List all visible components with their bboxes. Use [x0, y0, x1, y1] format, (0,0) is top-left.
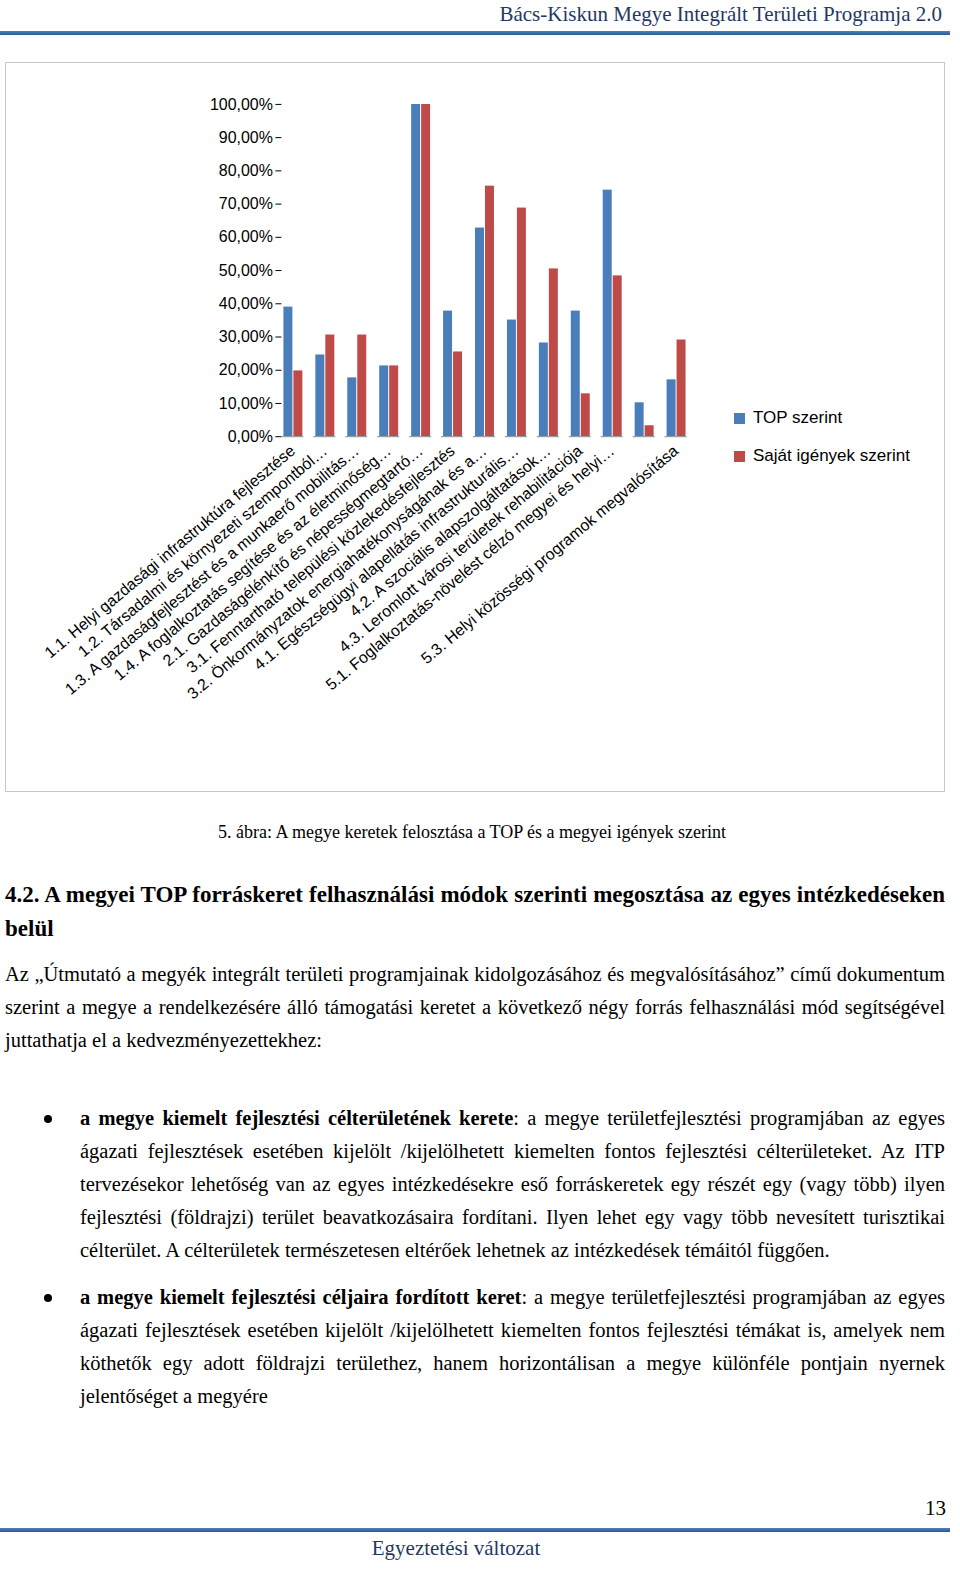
- svg-text:80,00%: 80,00%: [219, 162, 273, 179]
- svg-text:90,00%: 90,00%: [219, 129, 273, 146]
- svg-text:100,00%: 100,00%: [210, 96, 273, 113]
- svg-text:1.3. A gazdaságfejlesztést és: 1.3. A gazdaságfejlesztést és a munkaerő…: [61, 441, 362, 698]
- html-text:13: 13: [925, 1496, 946, 1520]
- html-text:5. ábra: A megye keretek felos: 5. ábra: A megye keretek felosztása a TO…: [218, 822, 726, 842]
- svg-text:20,00%: 20,00%: [219, 361, 273, 378]
- html-text:4.2. A megyei TOP forráskeret: 4.2. A megyei TOP forráskeret felhasznál…: [5, 882, 945, 941]
- svg-text:4.1. Egészségügyi alapellátás: 4.1. Egészségügyi alapellátás infrastruk…: [250, 441, 522, 674]
- html-text:Bács-Kiskun Megye Integrált Te: Bács-Kiskun Megye Integrált Területi Pro…: [499, 2, 942, 26]
- svg-text:4.3. Leromlott városi területe: 4.3. Leromlott városi területek rehabili…: [335, 441, 586, 656]
- svg-text:70,00%: 70,00%: [219, 195, 273, 212]
- html-text:a megye kiemelt fejlesztési cé: a megye kiemelt fejlesztési céljaira for…: [80, 1286, 945, 1407]
- html-text:a megye kiemelt fejlesztési cé: a megye kiemelt fejlesztési célterületén…: [80, 1107, 945, 1261]
- svg-text:60,00%: 60,00%: [219, 228, 273, 245]
- svg-text:5.1. Foglalkoztatás-növelést c: 5.1. Foglalkoztatás-növelést célzó megye…: [323, 442, 618, 693]
- svg-text:4.2. A szociális alapszolgálta: 4.2. A szociális alapszolgáltatások…: [346, 441, 554, 620]
- svg-text:3.1. Fenntartható települési k: 3.1. Fenntartható települési közlekedésf…: [183, 441, 458, 677]
- svg-text:1.2. Társadalmi és környezeti: 1.2. Társadalmi és környezeti szempontbó…: [74, 441, 330, 660]
- svg-text:2.1. Gazdaságélénkítő és népes: 2.1. Gazdaságélénkítő és népességmegtart…: [159, 441, 426, 670]
- html-text:Saját igények szerint: Saját igények szerint: [753, 446, 910, 465]
- html-text:Az „Útmutató a megyék integrál: Az „Útmutató a megyék integrált területi…: [5, 963, 945, 1051]
- html-text:Egyeztetési változat: Egyeztetési változat: [371, 1536, 541, 1560]
- svg-text:5.3. Helyi közösségi programok: 5.3. Helyi közösségi programok megvalósí…: [418, 442, 682, 667]
- svg-text:50,00%: 50,00%: [219, 262, 273, 279]
- svg-text:1.4. A foglalkoztatás segítése: 1.4. A foglalkoztatás segítése és az éle…: [110, 441, 394, 684]
- html-text:TOP szerint: TOP szerint: [753, 408, 843, 427]
- svg-text:10,00%: 10,00%: [219, 395, 273, 412]
- svg-text:1.1. Helyi gazdasági infrastru: 1.1. Helyi gazdasági infrastruktúra fejl…: [41, 441, 299, 662]
- svg-text:3.2. Önkormányzatok energiahat: 3.2. Önkormányzatok energiahatékonyságán…: [183, 441, 490, 703]
- svg-text:30,00%: 30,00%: [219, 328, 273, 345]
- svg-text:0,00%: 0,00%: [228, 428, 273, 445]
- svg-text:40,00%: 40,00%: [219, 295, 273, 312]
